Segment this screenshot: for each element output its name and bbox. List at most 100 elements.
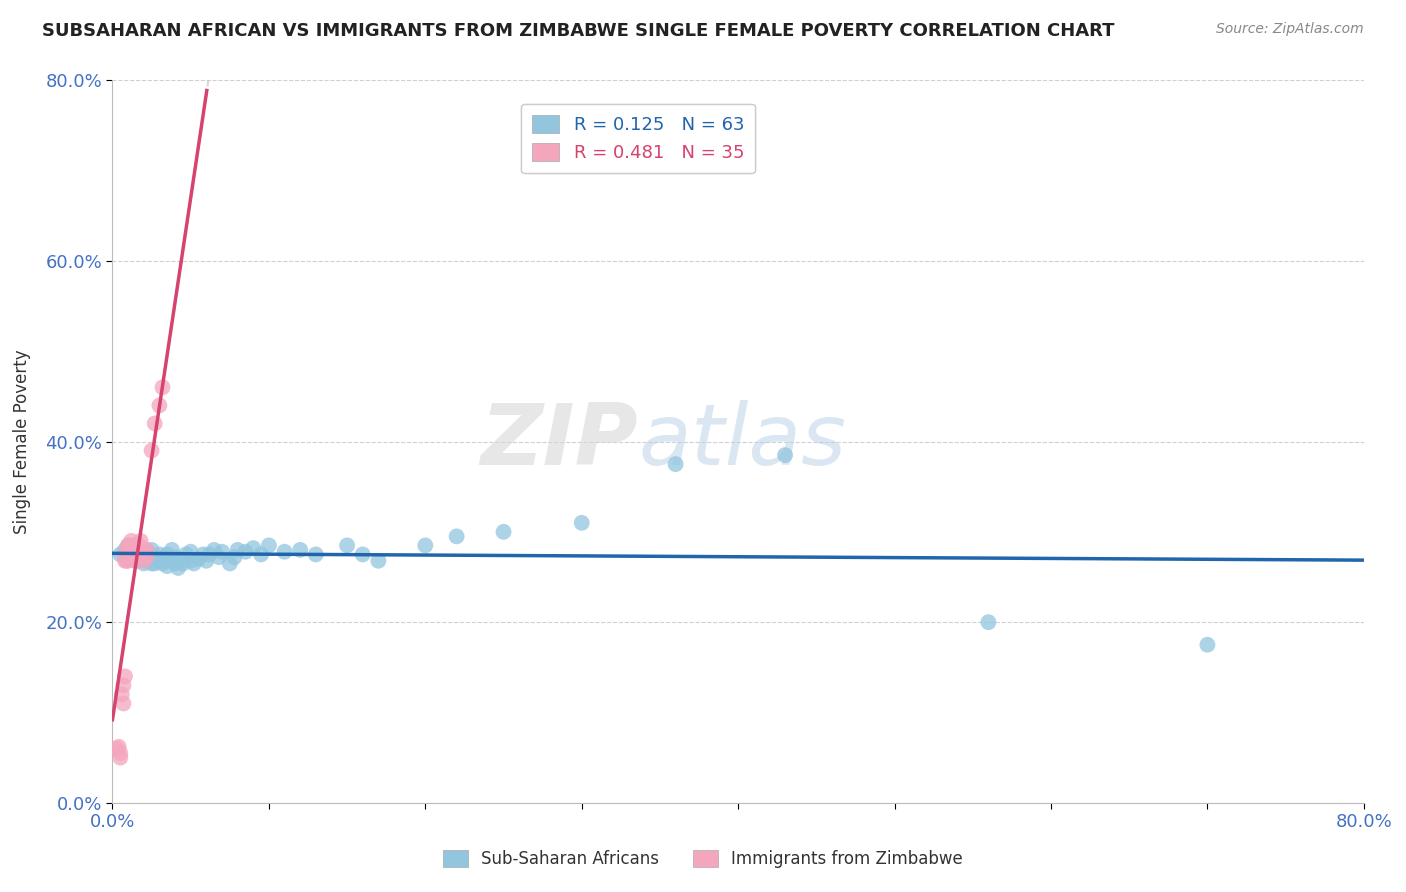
Point xyxy=(125,554,148,568)
Point xyxy=(773,448,796,462)
Point xyxy=(163,550,186,565)
Point xyxy=(290,542,312,557)
Point xyxy=(114,554,136,568)
Point xyxy=(180,545,202,559)
Point xyxy=(367,554,389,568)
Point xyxy=(208,550,231,565)
Point xyxy=(174,548,197,562)
Point xyxy=(664,457,686,471)
Point xyxy=(193,548,215,562)
Text: Source: ZipAtlas.com: Source: ZipAtlas.com xyxy=(1216,22,1364,37)
Point xyxy=(226,542,249,557)
Point xyxy=(141,550,163,565)
Point xyxy=(121,538,143,552)
Point xyxy=(977,615,1000,630)
Point xyxy=(172,557,194,571)
Point xyxy=(235,545,257,559)
Point xyxy=(128,538,150,552)
Point xyxy=(117,554,139,568)
Point xyxy=(117,538,139,552)
Point xyxy=(112,697,135,711)
Point xyxy=(571,516,593,530)
Point xyxy=(132,545,155,559)
Point xyxy=(183,557,205,571)
Point xyxy=(143,417,166,431)
Point xyxy=(195,554,218,568)
Point xyxy=(114,550,136,565)
Point xyxy=(120,533,142,548)
Point xyxy=(117,545,139,559)
Point xyxy=(115,542,138,557)
Point xyxy=(110,746,132,760)
Point xyxy=(125,554,148,568)
Point xyxy=(135,545,157,559)
Point xyxy=(141,542,163,557)
Point xyxy=(125,542,148,557)
Point xyxy=(446,529,468,543)
Point xyxy=(129,545,152,559)
Point xyxy=(180,554,202,568)
Point xyxy=(132,557,155,571)
Point xyxy=(128,545,150,559)
Point xyxy=(141,443,163,458)
Point xyxy=(198,548,221,562)
Text: ZIP: ZIP xyxy=(481,400,638,483)
Point xyxy=(105,741,128,756)
Point xyxy=(120,542,142,557)
Point xyxy=(112,678,135,692)
Point xyxy=(1197,638,1219,652)
Y-axis label: Single Female Poverty: Single Female Poverty xyxy=(13,350,31,533)
Point xyxy=(156,548,179,562)
Point xyxy=(114,669,136,683)
Point xyxy=(141,557,163,571)
Point xyxy=(160,542,183,557)
Point xyxy=(273,545,295,559)
Point xyxy=(148,554,170,568)
Point xyxy=(159,554,181,568)
Point xyxy=(129,550,152,565)
Point xyxy=(145,552,167,566)
Point xyxy=(167,561,190,575)
Text: SUBSAHARAN AFRICAN VS IMMIGRANTS FROM ZIMBABWE SINGLE FEMALE POVERTY CORRELATION: SUBSAHARAN AFRICAN VS IMMIGRANTS FROM ZI… xyxy=(42,22,1115,40)
Point xyxy=(125,542,148,557)
Point xyxy=(143,557,166,571)
Point xyxy=(492,524,515,539)
Point xyxy=(129,545,152,559)
Point xyxy=(117,552,139,566)
Point xyxy=(117,538,139,552)
Point xyxy=(110,548,132,562)
Point xyxy=(152,380,174,394)
Point xyxy=(257,538,280,552)
Text: atlas: atlas xyxy=(638,400,846,483)
Point xyxy=(202,542,225,557)
Point xyxy=(152,557,174,571)
Point xyxy=(121,545,143,559)
Point xyxy=(120,550,142,565)
Point xyxy=(115,554,138,568)
Point xyxy=(120,548,142,562)
Point xyxy=(250,548,273,562)
Point xyxy=(135,542,157,557)
Point xyxy=(132,548,155,562)
Point xyxy=(163,557,186,571)
Point xyxy=(156,559,179,574)
Point xyxy=(135,550,157,565)
Point xyxy=(187,552,209,566)
Point xyxy=(148,398,170,412)
Point xyxy=(336,538,359,552)
Point xyxy=(135,554,157,568)
Point xyxy=(129,533,152,548)
Point xyxy=(211,545,233,559)
Point xyxy=(107,739,129,754)
Point xyxy=(224,550,246,565)
Point xyxy=(148,548,170,562)
Legend: Sub-Saharan Africans, Immigrants from Zimbabwe: Sub-Saharan Africans, Immigrants from Zi… xyxy=(436,843,970,875)
Point xyxy=(111,687,134,701)
Point xyxy=(305,548,328,562)
Point xyxy=(242,541,264,555)
Point xyxy=(132,554,155,568)
Point xyxy=(125,548,148,562)
Point xyxy=(110,750,132,764)
Point xyxy=(153,550,176,565)
Point xyxy=(218,557,240,571)
